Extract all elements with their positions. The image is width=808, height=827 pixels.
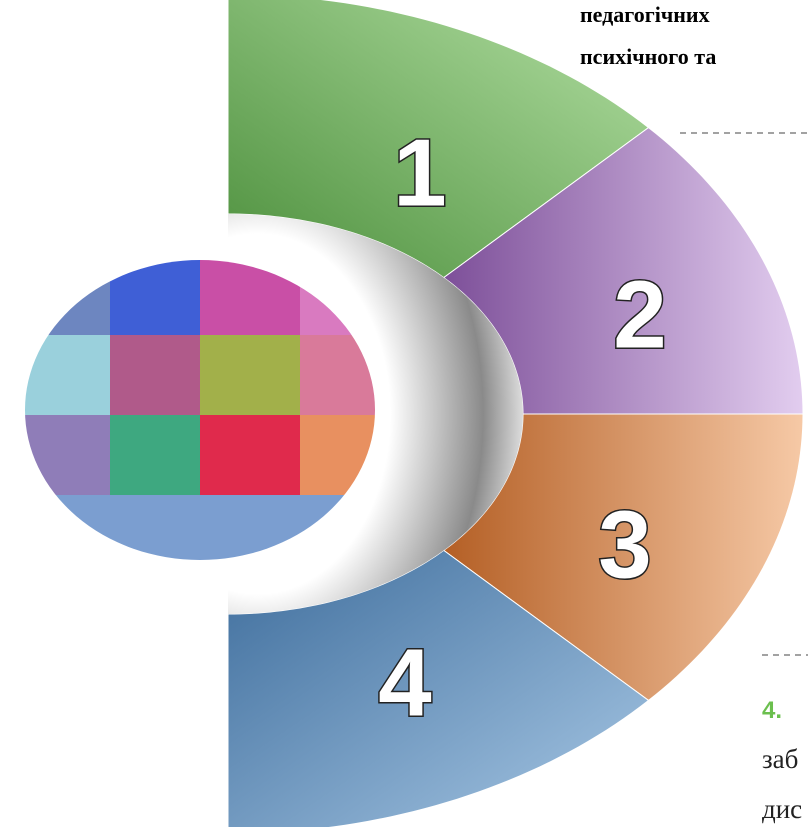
slide: педагогічних психічного та 1 2 3 4 4. за… xyxy=(0,0,808,827)
header-line: педагогічних xyxy=(580,2,710,27)
header-line: психічного та xyxy=(580,44,716,69)
segment-number: 1 xyxy=(393,119,446,226)
page: {"header": {"lines": ["педагогічних", "п… xyxy=(0,0,808,827)
segment-number: 3 xyxy=(598,491,651,598)
item-text: заб xyxy=(762,744,798,774)
item-number: 4. xyxy=(762,697,782,724)
item-text: дис xyxy=(762,794,802,824)
segment-number: 4 xyxy=(378,629,431,736)
segment-number: 2 xyxy=(613,261,666,368)
